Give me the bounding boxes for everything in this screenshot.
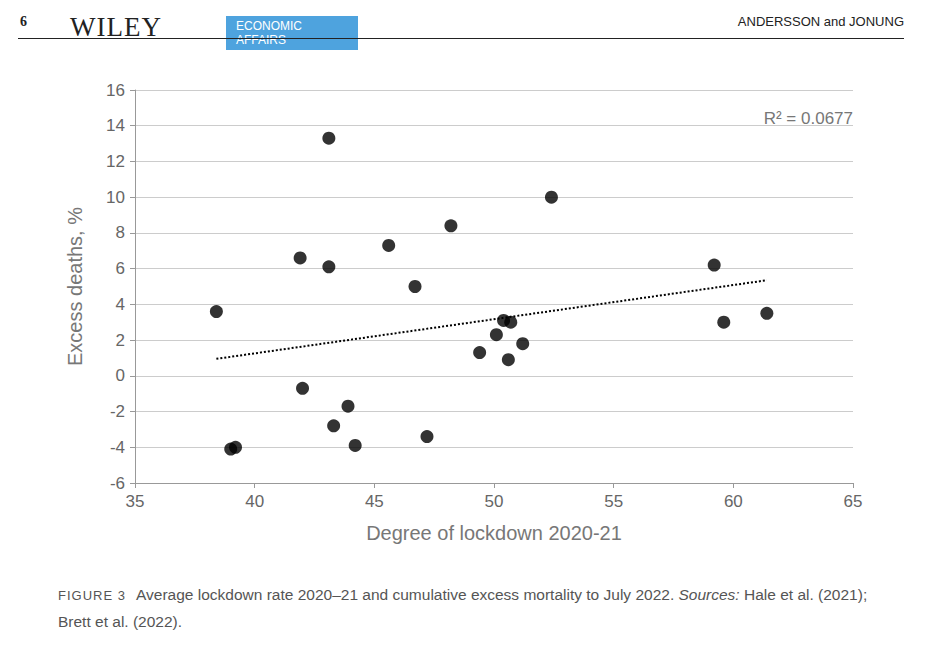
svg-text:45: 45 — [365, 492, 384, 511]
html-text:FIGURE 3: FIGURE 3 — [58, 588, 126, 603]
svg-text:R² = 0.0677: R² = 0.0677 — [763, 109, 853, 128]
svg-text:10: 10 — [106, 188, 125, 207]
svg-text:2: 2 — [116, 331, 125, 350]
html-text:WILEY: WILEY — [70, 12, 162, 42]
html-text:Average lockdown rate 2020–21: Average lockdown rate 2020–21 and cumula… — [58, 586, 868, 630]
html-text:AFFAIRS: AFFAIRS — [236, 33, 286, 47]
html-text:ANDERSSON and JONUNG: ANDERSSON and JONUNG — [737, 14, 904, 29]
svg-text:12: 12 — [106, 152, 125, 171]
svg-text:Excess deaths, %: Excess deaths, % — [64, 207, 86, 366]
svg-text:Degree of lockdown 2020-21: Degree of lockdown 2020-21 — [366, 522, 622, 544]
svg-text:35: 35 — [126, 492, 145, 511]
svg-text:16: 16 — [106, 81, 125, 100]
html-text:6: 6 — [20, 14, 27, 29]
svg-text:60: 60 — [724, 492, 743, 511]
svg-text:8: 8 — [116, 223, 125, 242]
svg-text:0: 0 — [116, 366, 125, 385]
html-text:ECONOMIC: ECONOMIC — [236, 19, 302, 33]
svg-text:65: 65 — [844, 492, 863, 511]
svg-text:-2: -2 — [110, 402, 125, 421]
svg-text:55: 55 — [604, 492, 623, 511]
svg-text:40: 40 — [245, 492, 264, 511]
svg-text:14: 14 — [106, 116, 125, 135]
svg-text:4: 4 — [116, 295, 125, 314]
svg-text:-6: -6 — [110, 474, 125, 493]
svg-text:50: 50 — [485, 492, 504, 511]
svg-text:6: 6 — [116, 259, 125, 278]
svg-text:-4: -4 — [110, 438, 125, 457]
